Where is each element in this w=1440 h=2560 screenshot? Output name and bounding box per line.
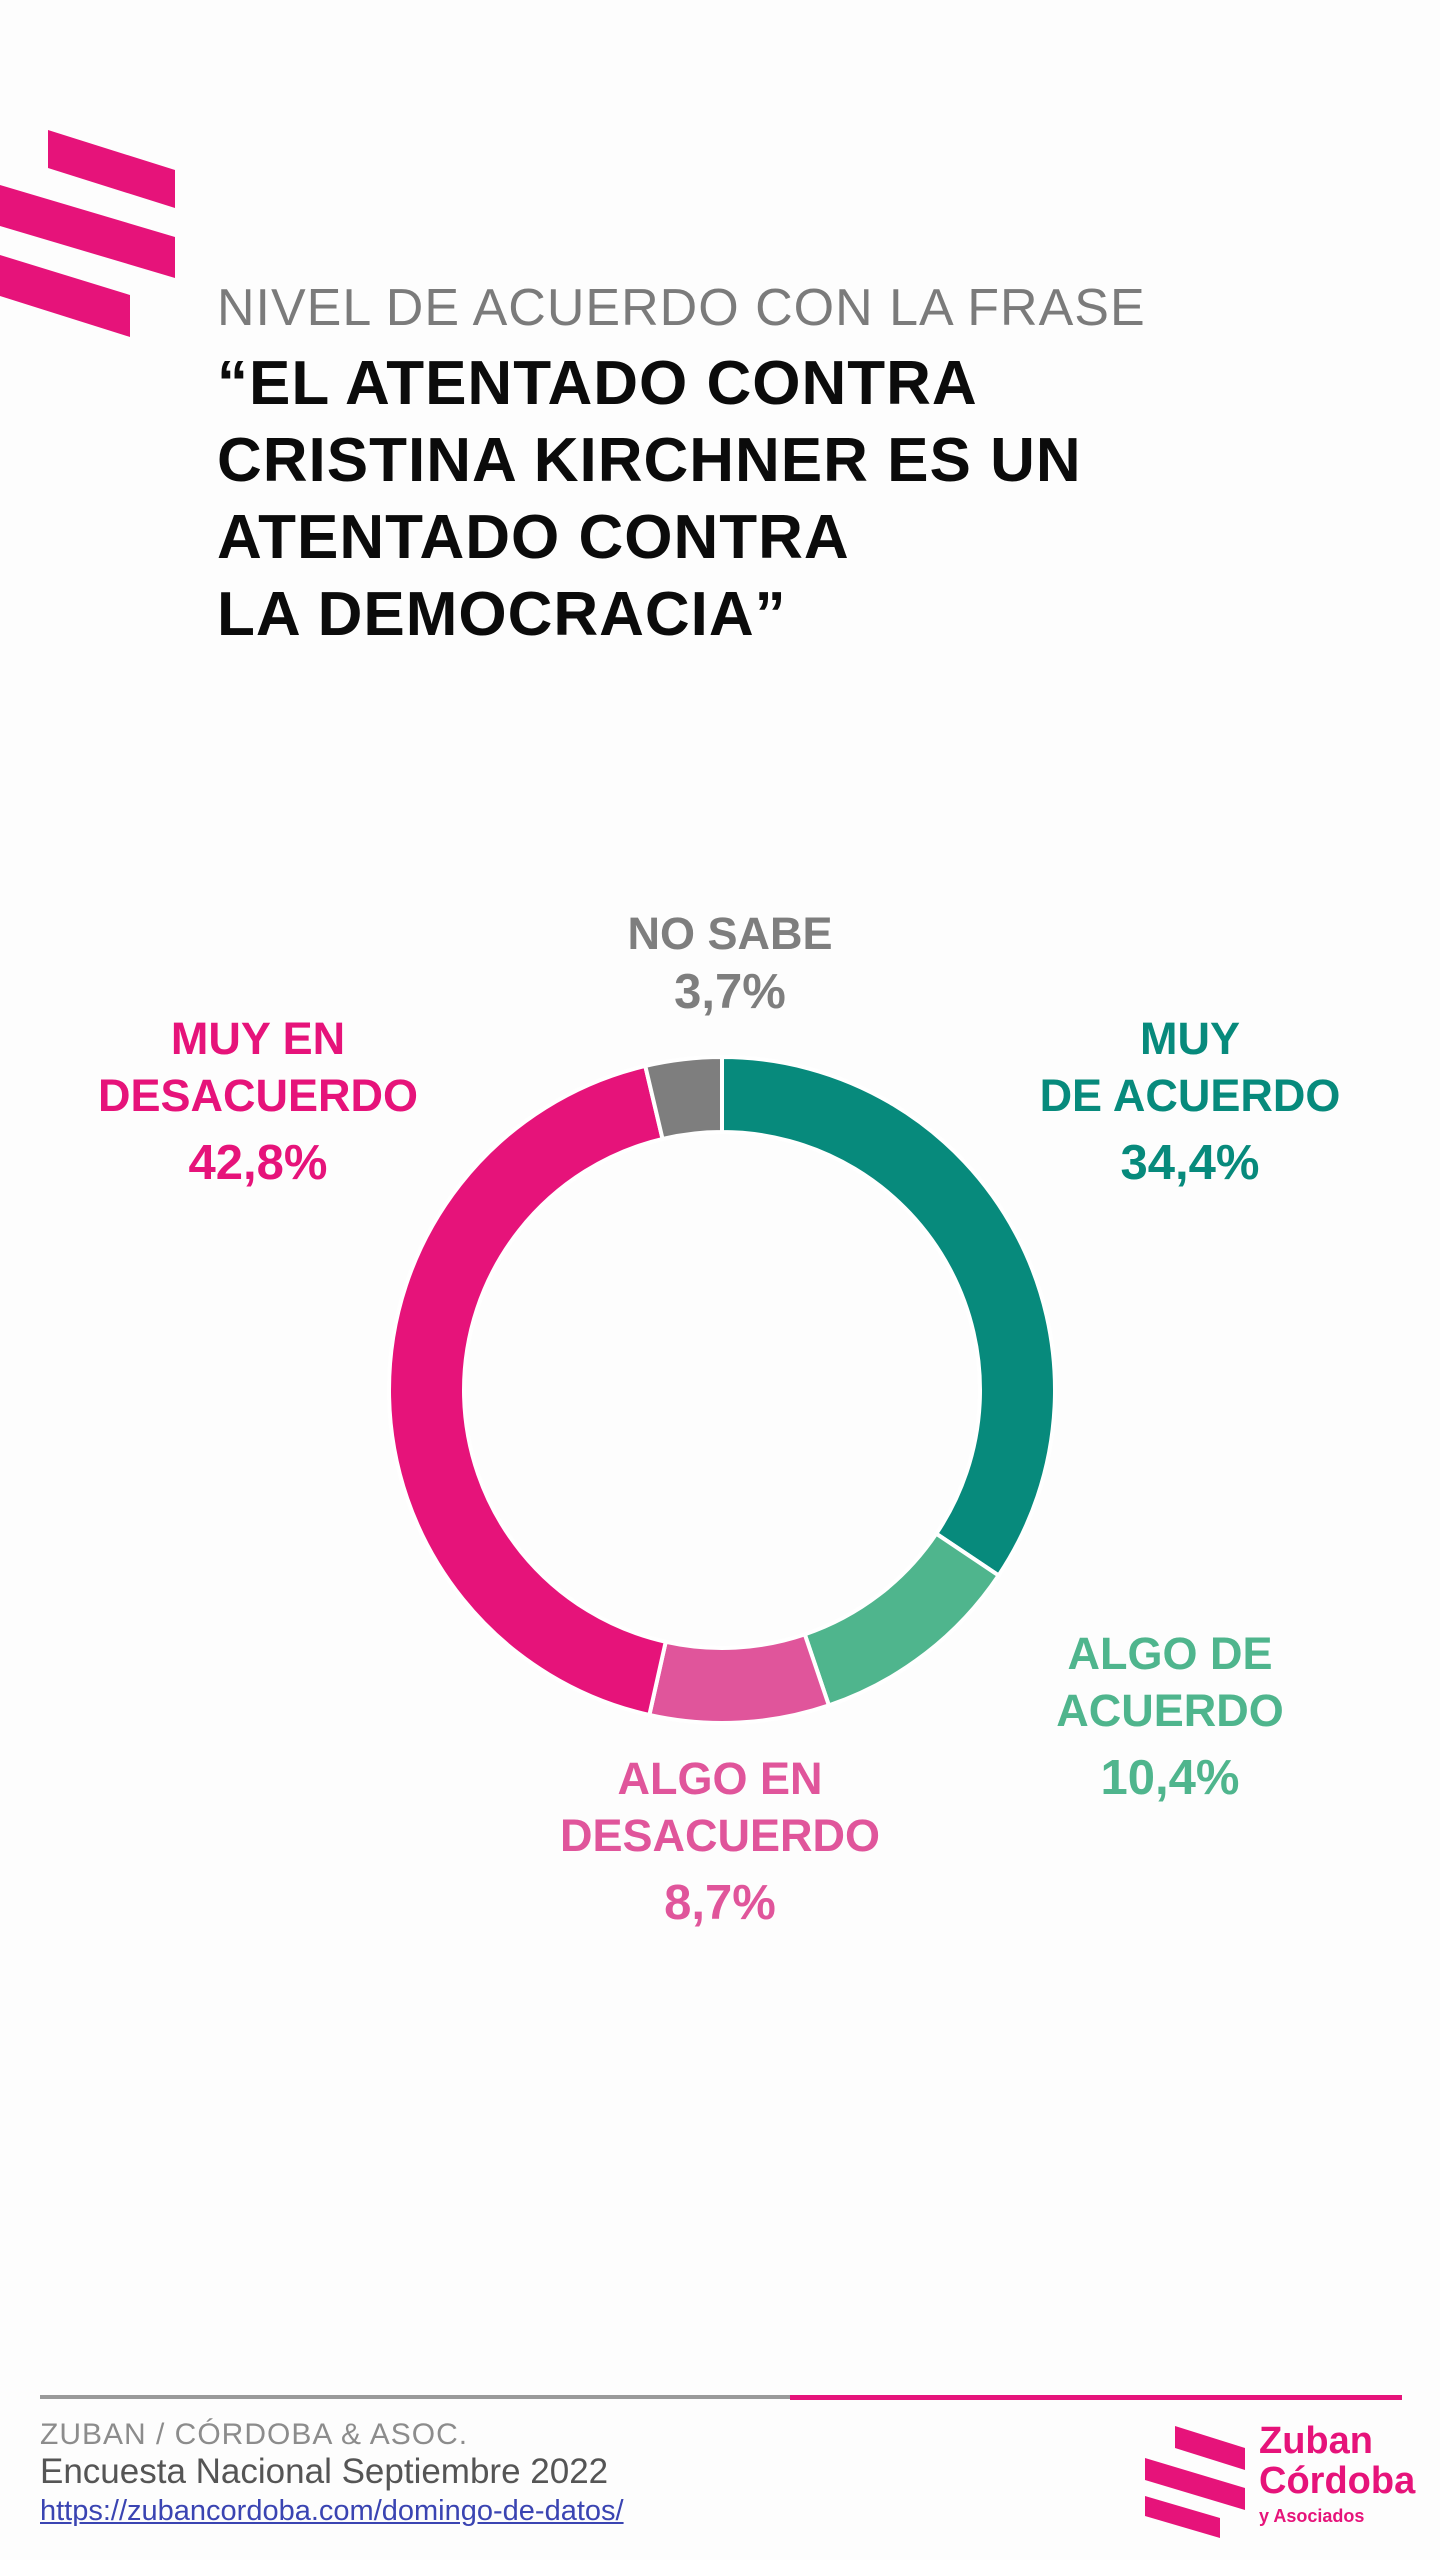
slice-label-algo-en-desacuerdo: ALGO EN DESACUERDO 8,7%	[530, 1750, 910, 1932]
chart-title-line: CRISTINA KIRCHNER ES UN	[217, 426, 1082, 495]
slice-label-text: DE ACUERDO	[1039, 1070, 1341, 1121]
slice-value-label: 10,4%	[1100, 1751, 1240, 1805]
footer-divider-accent	[790, 2395, 1402, 2400]
chart-subtitle: NIVEL DE ACUERDO CON LA FRASE	[217, 279, 1146, 337]
footer-survey: Encuesta Nacional Septiembre 2022	[40, 2452, 609, 2491]
slice-label-text: ALGO DE	[1067, 1628, 1273, 1679]
slice-label-muy-de-acuerdo: MUY DE ACUERDO 34,4%	[1000, 1010, 1380, 1192]
footer-org: ZUBAN / CÓRDOBA & ASOC.	[40, 2418, 469, 2451]
chart-title-line: “EL ATENTADO CONTRA	[217, 349, 978, 418]
slice-label-text: DESACUERDO	[97, 1070, 419, 1121]
logo-text: y Asociados	[1259, 2506, 1365, 2526]
slice-label-text: MUY	[1140, 1013, 1240, 1064]
donut-slice-algo-en-desacuerdo	[646, 1631, 832, 1725]
chart-title-line: LA DEMOCRACIA”	[217, 580, 787, 649]
logo-stripes-icon	[1145, 2426, 1245, 2538]
slice-label-algo-de-acuerdo: ALGO DE ACUERDO 10,4%	[1000, 1625, 1340, 1807]
slice-label-text: ALGO EN	[617, 1753, 823, 1804]
donut-slice-no-sabe	[642, 1054, 724, 1142]
slice-label-text: MUY EN	[170, 1013, 346, 1064]
chart-title-line: ATENTADO CONTRA	[217, 503, 850, 572]
slice-value-label: 8,7%	[664, 1876, 776, 1930]
logo-text: Zuban	[1259, 2420, 1373, 2462]
slice-label-muy-en-desacuerdo: MUY EN DESACUERDO 42,8%	[68, 1010, 448, 1192]
logo-text: Córdoba	[1259, 2460, 1416, 2502]
slice-label-text: DESACUERDO	[559, 1810, 881, 1861]
slice-label-text: ACUERDO	[1056, 1685, 1284, 1736]
slice-value-label: 3,7%	[674, 965, 786, 1019]
slice-value-label: 34,4%	[1120, 1136, 1260, 1190]
donut-slice-algo-de-acuerdo	[802, 1530, 1002, 1708]
slice-label-text: NO SABE	[627, 908, 833, 959]
footer-divider	[40, 2395, 1402, 2399]
donut-slice-muy-de-acuerdo	[720, 1054, 1057, 1579]
brand-stripes-icon	[0, 130, 175, 337]
slice-value-label: 42,8%	[188, 1136, 328, 1190]
slice-label-no-sabe: NO SABE 3,7%	[560, 905, 900, 1021]
footer-link[interactable]: https://zubancordoba.com/domingo-de-dato…	[40, 2495, 624, 2527]
chart-title: “EL ATENTADO CONTRA CRISTINA KIRCHNER ES…	[217, 345, 1082, 653]
zuban-cordoba-logo: Zuban Córdoba y Asociados	[1145, 2418, 1415, 2543]
donut-slice-muy-en-desacuerdo	[387, 1063, 669, 1718]
